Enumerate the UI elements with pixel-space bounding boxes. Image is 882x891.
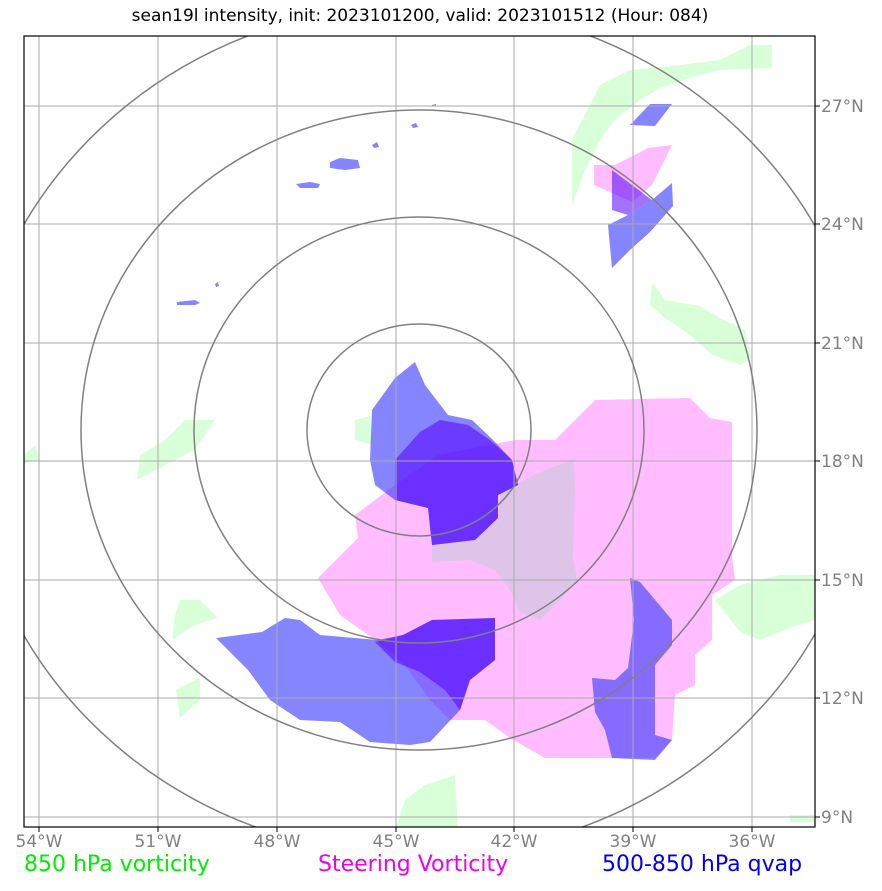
lon-tick-label: 45°W <box>373 832 420 852</box>
vorticity-850-fill <box>24 45 815 827</box>
latitude-labels: 27°N 24°N 21°N 18°N 15°N 12°N 9°N <box>821 97 864 828</box>
lon-tick-label: 39°W <box>610 832 657 852</box>
lon-tick-label: 42°W <box>491 832 538 852</box>
legend-qvap: 500-850 hPa qvap <box>602 852 803 877</box>
lat-tick-label: 21°N <box>821 334 864 354</box>
lat-tick-label: 18°N <box>821 452 864 472</box>
lon-tick-label: 48°W <box>254 832 301 852</box>
lon-tick-label: 51°W <box>135 832 182 852</box>
lat-tick-label: 12°N <box>821 689 864 709</box>
map-title: sean19l intensity, init: 2023101200, val… <box>131 6 709 26</box>
tick-marks <box>38 105 820 832</box>
map-frame <box>23 35 816 828</box>
lat-tick-label: 15°N <box>821 571 864 591</box>
longitude-labels: 54°W 51°W 48°W 45°W 42°W 39°W 36°W <box>16 832 776 852</box>
legend-steering-vorticity: Steering Vorticity <box>318 852 509 877</box>
lat-tick-label: 9°N <box>821 808 853 828</box>
graticule <box>24 36 815 827</box>
lat-tick-label: 27°N <box>821 97 864 117</box>
lat-tick-label: 24°N <box>821 215 864 235</box>
legend-850-vorticity: 850 hPa vorticity <box>24 852 210 877</box>
lon-tick-label: 36°W <box>729 832 776 852</box>
range-rings <box>24 36 815 827</box>
lon-tick-label: 54°W <box>16 832 63 852</box>
